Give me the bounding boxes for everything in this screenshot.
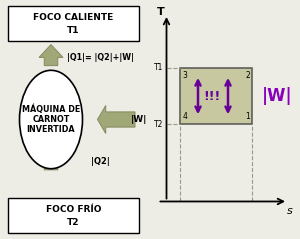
Text: |Q1|= |Q2|+|W|: |Q1|= |Q2|+|W| (67, 53, 134, 62)
Text: T1: T1 (67, 26, 80, 35)
Text: CARNOT: CARNOT (32, 115, 70, 124)
Text: 1: 1 (245, 112, 250, 121)
Bar (180, 68, 252, 124)
Text: T2: T2 (154, 120, 164, 129)
Text: T: T (157, 7, 164, 17)
Text: |W|: |W| (130, 115, 147, 124)
FancyArrow shape (39, 149, 63, 170)
FancyArrow shape (39, 44, 63, 66)
Text: T1: T1 (154, 64, 164, 72)
Text: !!!: !!! (203, 90, 220, 103)
Text: INVERTIDA: INVERTIDA (27, 125, 75, 134)
FancyBboxPatch shape (8, 198, 139, 233)
Text: |W|: |W| (262, 87, 293, 105)
Text: 2: 2 (245, 71, 250, 81)
Text: FOCO FRÍO: FOCO FRÍO (46, 205, 101, 214)
Text: 4: 4 (182, 112, 187, 121)
Text: |Q2|: |Q2| (91, 157, 110, 166)
Circle shape (20, 70, 82, 169)
Text: MÁQUINA DE: MÁQUINA DE (22, 105, 80, 114)
FancyBboxPatch shape (8, 6, 139, 41)
Text: T2: T2 (67, 217, 80, 227)
Text: FOCO CALIENTE: FOCO CALIENTE (33, 13, 114, 22)
Text: s: s (286, 206, 292, 216)
Text: 3: 3 (182, 71, 187, 81)
FancyArrow shape (98, 105, 135, 134)
